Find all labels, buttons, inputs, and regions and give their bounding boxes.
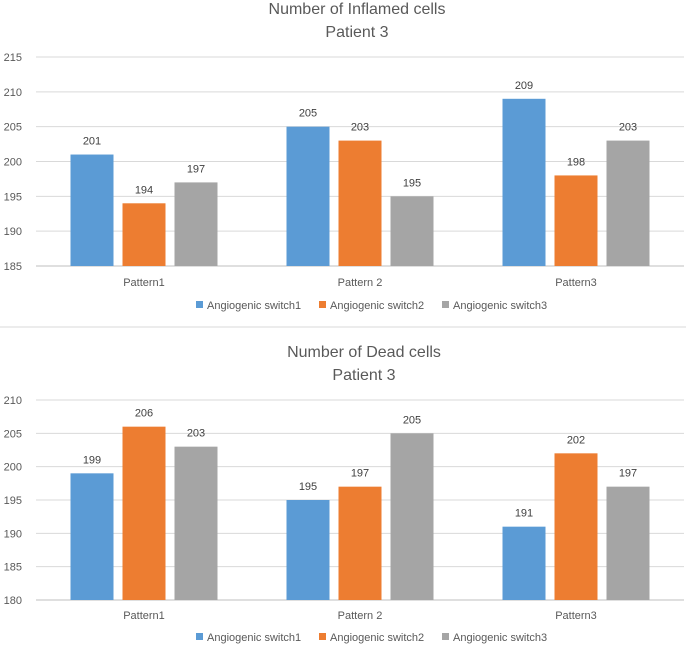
- legend-swatch: [196, 301, 203, 308]
- bar: [286, 500, 330, 600]
- bar: [174, 446, 218, 600]
- legend-swatch: [196, 633, 203, 640]
- data-label: 198: [567, 156, 585, 168]
- chart-dead-cells: Number of Dead cells Patient 3 180 185 190…: [4, 344, 684, 644]
- legend-label: Angiogenic switch2: [330, 632, 424, 644]
- bar: [338, 486, 382, 600]
- y-tick-label: 190: [4, 226, 22, 238]
- legend: Angiogenic switch1 Angiogenic switch2 Angi…: [196, 300, 547, 312]
- data-label: 203: [619, 122, 637, 134]
- bar: [70, 473, 114, 600]
- x-axis-categories: Pattern1 Pattern 2 Pattern3: [123, 277, 597, 289]
- bar: [122, 203, 166, 266]
- data-label: 206: [135, 408, 153, 420]
- bars: [70, 426, 650, 600]
- chart-title: Number of Inflamed cells: [269, 1, 446, 18]
- x-axis-categories: Pattern1 Pattern 2 Pattern3: [123, 610, 597, 622]
- y-axis-ticks: 185 190 195 200 205 210 215: [4, 52, 22, 273]
- bar: [502, 98, 546, 266]
- y-tick-label: 205: [4, 122, 22, 134]
- data-label: 194: [135, 184, 153, 196]
- bar: [606, 486, 650, 600]
- y-tick-label: 215: [4, 52, 22, 64]
- y-tick-label: 190: [4, 528, 22, 540]
- bar: [122, 426, 166, 600]
- bar: [338, 140, 382, 266]
- legend-swatch: [442, 633, 449, 640]
- bar: [554, 453, 598, 600]
- y-tick-label: 210: [4, 395, 22, 407]
- category-label: Pattern1: [123, 610, 165, 622]
- bar: [70, 154, 114, 266]
- category-label: Pattern3: [555, 610, 597, 622]
- data-label: 209: [515, 80, 533, 92]
- data-label: 205: [403, 414, 421, 426]
- data-label: 203: [351, 122, 369, 134]
- category-label: Pattern3: [555, 277, 597, 289]
- y-tick-label: 205: [4, 428, 22, 440]
- y-tick-label: 180: [4, 595, 22, 607]
- legend: Angiogenic switch1 Angiogenic switch2 Angi…: [196, 632, 547, 644]
- y-tick-label: 185: [4, 562, 22, 574]
- category-label: Pattern 2: [338, 610, 383, 622]
- chart-subtitle: Patient 3: [325, 24, 388, 41]
- y-tick-label: 210: [4, 87, 22, 99]
- data-label: 197: [187, 163, 205, 175]
- data-label: 197: [619, 468, 637, 480]
- legend-label: Angiogenic switch1: [207, 632, 301, 644]
- bar: [606, 140, 650, 266]
- legend-swatch: [319, 301, 326, 308]
- y-tick-label: 195: [4, 495, 22, 507]
- y-tick-label: 195: [4, 191, 22, 203]
- chart-subtitle: Patient 3: [332, 367, 395, 384]
- category-label: Pattern 2: [338, 277, 383, 289]
- legend-label: Angiogenic switch3: [453, 300, 547, 312]
- bar: [502, 526, 546, 600]
- legend-label: Angiogenic switch3: [453, 632, 547, 644]
- data-labels: 201 194 197 205 203 195 209 198 203: [83, 80, 637, 197]
- bar: [554, 175, 598, 266]
- chart-inflamed-cells: Number of Inflamed cells Patient 3 185 19…: [4, 1, 684, 312]
- data-label: 191: [515, 508, 533, 520]
- y-tick-label: 200: [4, 157, 22, 169]
- legend-swatch: [319, 633, 326, 640]
- legend-swatch: [442, 301, 449, 308]
- data-label: 203: [187, 428, 205, 440]
- data-label: 205: [299, 108, 317, 120]
- data-label: 195: [403, 177, 421, 189]
- bars: [70, 98, 650, 267]
- bar: [286, 126, 330, 267]
- data-label: 197: [351, 468, 369, 480]
- legend-label: Angiogenic switch2: [330, 300, 424, 312]
- chart-title: Number of Dead cells: [287, 344, 441, 361]
- bar: [390, 433, 434, 600]
- data-labels: 199 206 203 195 197 205 191 202 197: [83, 408, 637, 520]
- bar: [174, 182, 218, 266]
- data-label: 199: [83, 454, 101, 466]
- y-tick-label: 200: [4, 462, 22, 474]
- legend-label: Angiogenic switch1: [207, 300, 301, 312]
- data-label: 201: [83, 136, 101, 148]
- y-axis-ticks: 180 185 190 195 200 205 210: [4, 395, 22, 607]
- bar: [390, 196, 434, 266]
- y-tick-label: 185: [4, 261, 22, 273]
- data-label: 202: [567, 434, 585, 446]
- data-label: 195: [299, 481, 317, 493]
- category-label: Pattern1: [123, 277, 165, 289]
